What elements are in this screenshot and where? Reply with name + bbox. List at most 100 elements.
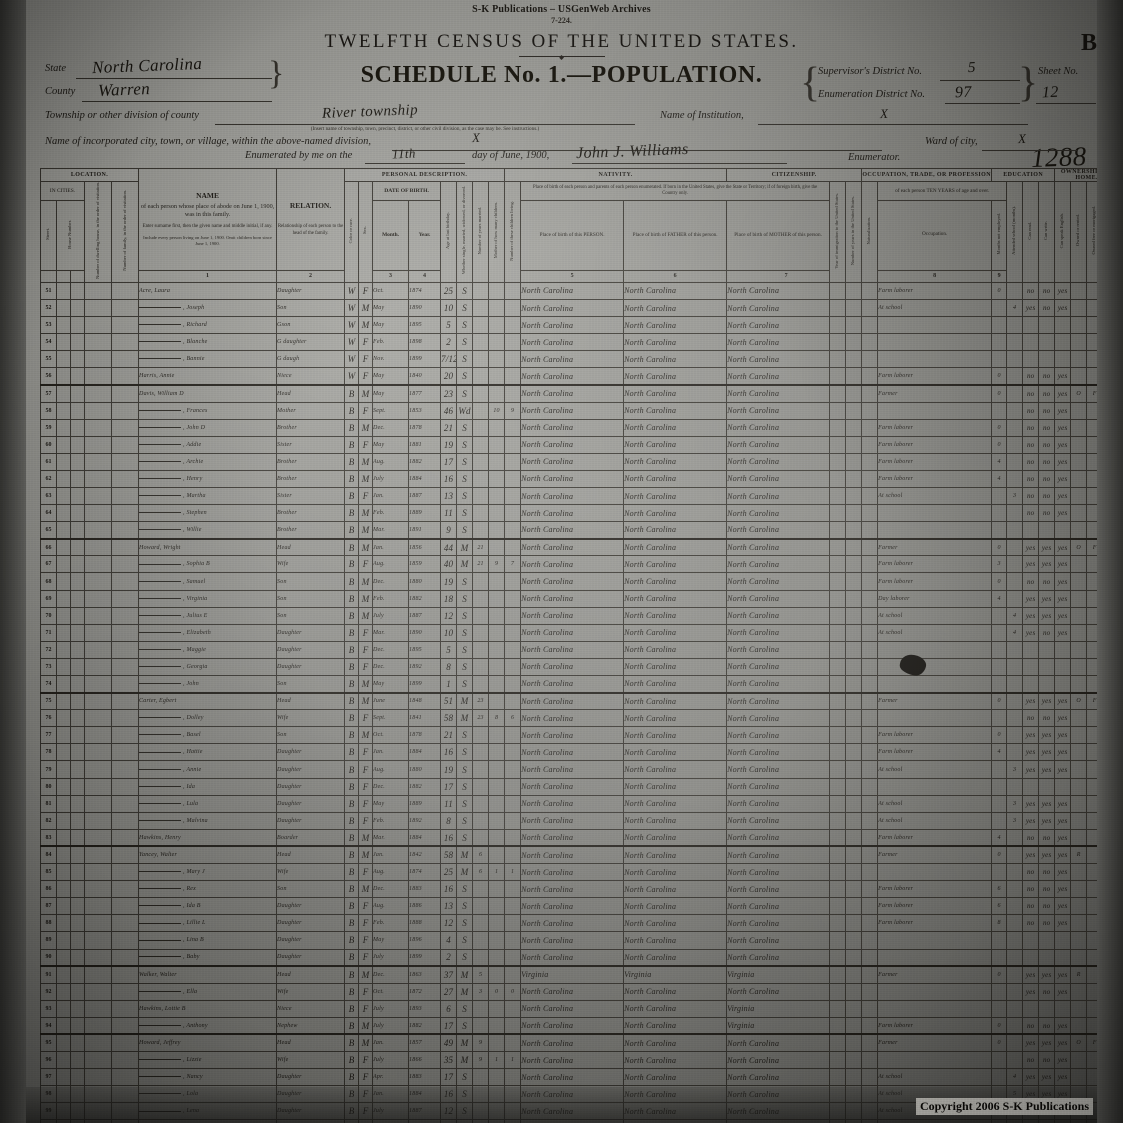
line-number-left: 80: [40, 777, 57, 796]
line-number-left: 64: [40, 504, 57, 523]
cell-mother: North Carolina: [726, 640, 831, 659]
cell-name: , Addie: [138, 435, 278, 454]
cell-nat: [861, 555, 879, 574]
cell-nat: [861, 828, 879, 847]
cell-relation: Niece: [276, 999, 346, 1018]
cell-sex: F: [358, 897, 374, 916]
cell-sex: F: [358, 811, 374, 830]
cell-nat: [861, 469, 879, 488]
cell-months_unemployed: [991, 504, 1008, 523]
cell-name: , Baby: [138, 948, 278, 967]
cell-imm: [829, 1068, 847, 1087]
line-number-left: 74: [40, 675, 57, 694]
cell-dwelling: [84, 1051, 112, 1070]
cell-birth: North Carolina: [520, 845, 625, 865]
cell-months_unemployed: 0: [991, 435, 1008, 454]
county-label: County: [45, 86, 76, 97]
cell-family: [110, 486, 140, 506]
cell-marital: S: [456, 298, 474, 318]
cell-relation: Mother: [276, 401, 346, 420]
cell-occupation: [877, 316, 993, 335]
cell-pad: [70, 435, 85, 454]
cell-sex: M: [358, 845, 374, 865]
cell-children: [488, 486, 506, 506]
cell-english: yes: [1054, 367, 1072, 386]
cell-name: , Nancy: [138, 1068, 278, 1087]
cell-family: [110, 845, 140, 865]
cell-imm: [829, 640, 847, 659]
cell-pad: [70, 965, 85, 984]
cell-nat: [861, 486, 879, 506]
cell-yrsus: [845, 333, 863, 352]
cell-father: North Carolina: [623, 897, 728, 916]
cell-marital: S: [456, 640, 474, 659]
cell-living: [504, 640, 522, 659]
cell-house: [56, 452, 71, 471]
cell-year: 1892: [408, 811, 442, 830]
cell-father: North Carolina: [623, 486, 728, 506]
cell-birth: North Carolina: [520, 333, 625, 352]
line-number-left: 97: [40, 1068, 57, 1087]
cell-years_married: [472, 777, 490, 796]
cell-father: North Carolina: [623, 316, 728, 335]
cell-school: [1006, 333, 1024, 352]
cell-read: no: [1022, 504, 1040, 523]
cell-relation: Wife: [276, 1051, 346, 1070]
cell-pad: [70, 1033, 85, 1053]
cell-year: 1895: [408, 316, 442, 335]
cell-family: [110, 726, 140, 745]
cell-occupation: Day laborer: [877, 589, 993, 608]
cell-mother: North Carolina: [726, 845, 831, 865]
cell-birth: North Carolina: [520, 743, 625, 762]
cell-occupation: Farm laborer: [877, 897, 993, 916]
cell-marital: S: [456, 743, 474, 762]
cell-year: 1878: [408, 726, 442, 745]
table-row: 64, Stephen Brother B M Feb. 1889 11 S North Car…: [40, 504, 1123, 523]
col-years-in-us: Number of years in the United States.: [845, 181, 863, 283]
cell-pad: [70, 469, 85, 488]
cell-occupation: At school: [877, 811, 993, 830]
cell-yrsus: [845, 982, 863, 1001]
cell-race: B: [344, 469, 360, 488]
cell-living: [504, 383, 522, 403]
cell-occupation: Farmer: [877, 965, 993, 984]
cell-birth: North Carolina: [520, 1033, 625, 1053]
cell-school: [1006, 743, 1024, 762]
cell-race: B: [344, 828, 360, 847]
cell-yrsus: [845, 435, 863, 454]
cell-sex: F: [358, 931, 374, 950]
line-number-left: 71: [40, 623, 57, 642]
cell-mother: North Carolina: [726, 691, 831, 711]
cell-school: [1006, 1051, 1024, 1070]
cell-year: 1884: [408, 743, 442, 762]
cell-write: no: [1038, 709, 1056, 728]
cell-own: [1070, 486, 1088, 506]
cell-year: 1853: [408, 401, 442, 420]
cell-year: 1882: [408, 1016, 442, 1035]
group-nativity: NATIVITY.: [504, 168, 728, 182]
cell-name: , Willie: [138, 521, 278, 540]
cell-imm: [829, 726, 847, 745]
institution-rule: [758, 124, 1028, 125]
line-number-left: 83: [40, 828, 57, 847]
cell-own: [1070, 794, 1088, 813]
cell-relation: Wife: [276, 982, 346, 1001]
cell-house: [56, 845, 71, 865]
cell-years_married: [472, 521, 490, 540]
cell-age: 23: [440, 383, 458, 403]
cell-dwelling: [84, 383, 112, 403]
cell-month: Aug.: [372, 897, 410, 916]
table-row: 83 Hawkins, Henry Boarder B M Mar. 1884 16 S Nort…: [40, 828, 1123, 847]
cell-nat: [861, 383, 879, 403]
cell-nat: [861, 281, 879, 300]
cell-occupation: [877, 504, 993, 523]
ward-rule: [982, 150, 1078, 151]
line-number-left: 78: [40, 743, 57, 762]
cell-father: North Carolina: [623, 418, 728, 437]
cell-own: O: [1070, 537, 1088, 557]
cell-father: North Carolina: [623, 298, 728, 318]
cell-living: [504, 828, 522, 847]
cell-imm: [829, 537, 847, 557]
cell-house: [56, 383, 71, 403]
cell-write: [1038, 333, 1056, 352]
